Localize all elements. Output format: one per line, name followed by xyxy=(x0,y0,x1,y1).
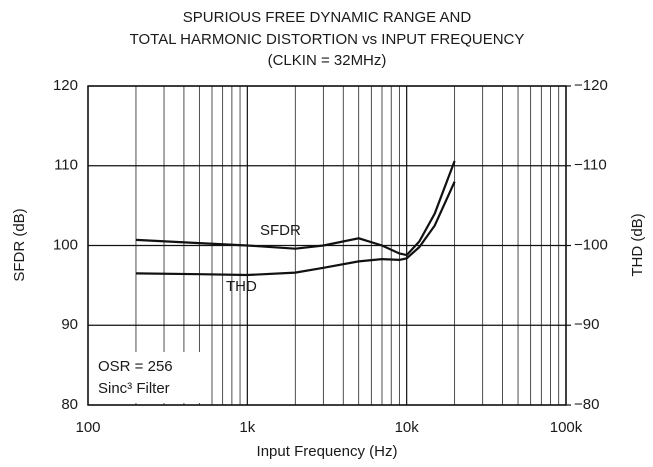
annotation: OSR = 256 xyxy=(98,358,173,375)
y2-tick-label: −120 xyxy=(574,77,608,94)
y-tick-label: 110 xyxy=(54,157,78,174)
x-tick-label: 100k xyxy=(550,419,583,436)
y2-axis-label: THD (dB) xyxy=(629,213,646,276)
y-tick-label: 100 xyxy=(53,236,78,253)
y-axis-label: SFDR (dB) xyxy=(11,208,28,281)
y2-tick-label: −100 xyxy=(574,236,608,253)
y2-tick-label: −90 xyxy=(574,316,599,333)
data-line xyxy=(135,160,456,257)
chart-title: (CLKIN = 32MHz) xyxy=(268,52,387,69)
chart-title: TOTAL HARMONIC DISTORTION vs INPUT FREQU… xyxy=(130,31,525,48)
plot-frame xyxy=(87,85,567,406)
y2-tick-label: −80 xyxy=(574,396,599,413)
y-tick-label: 120 xyxy=(53,77,78,94)
annotation-box xyxy=(90,352,200,403)
series-label: THD xyxy=(226,278,257,295)
y2-tick-label: −110 xyxy=(574,157,607,174)
data-line xyxy=(135,181,456,277)
annotation: Sinc³ Filter xyxy=(98,380,170,397)
series-label: SFDR xyxy=(260,222,301,239)
y-tick-label: 90 xyxy=(61,316,78,333)
x-axis-label: Input Frequency (Hz) xyxy=(257,443,398,460)
chart-title: SPURIOUS FREE DYNAMIC RANGE AND xyxy=(183,9,472,26)
x-tick-label: 100 xyxy=(75,419,100,436)
y-tick-label: 80 xyxy=(61,396,78,413)
x-tick-label: 10k xyxy=(395,419,420,436)
x-tick-label: 1k xyxy=(239,419,255,436)
